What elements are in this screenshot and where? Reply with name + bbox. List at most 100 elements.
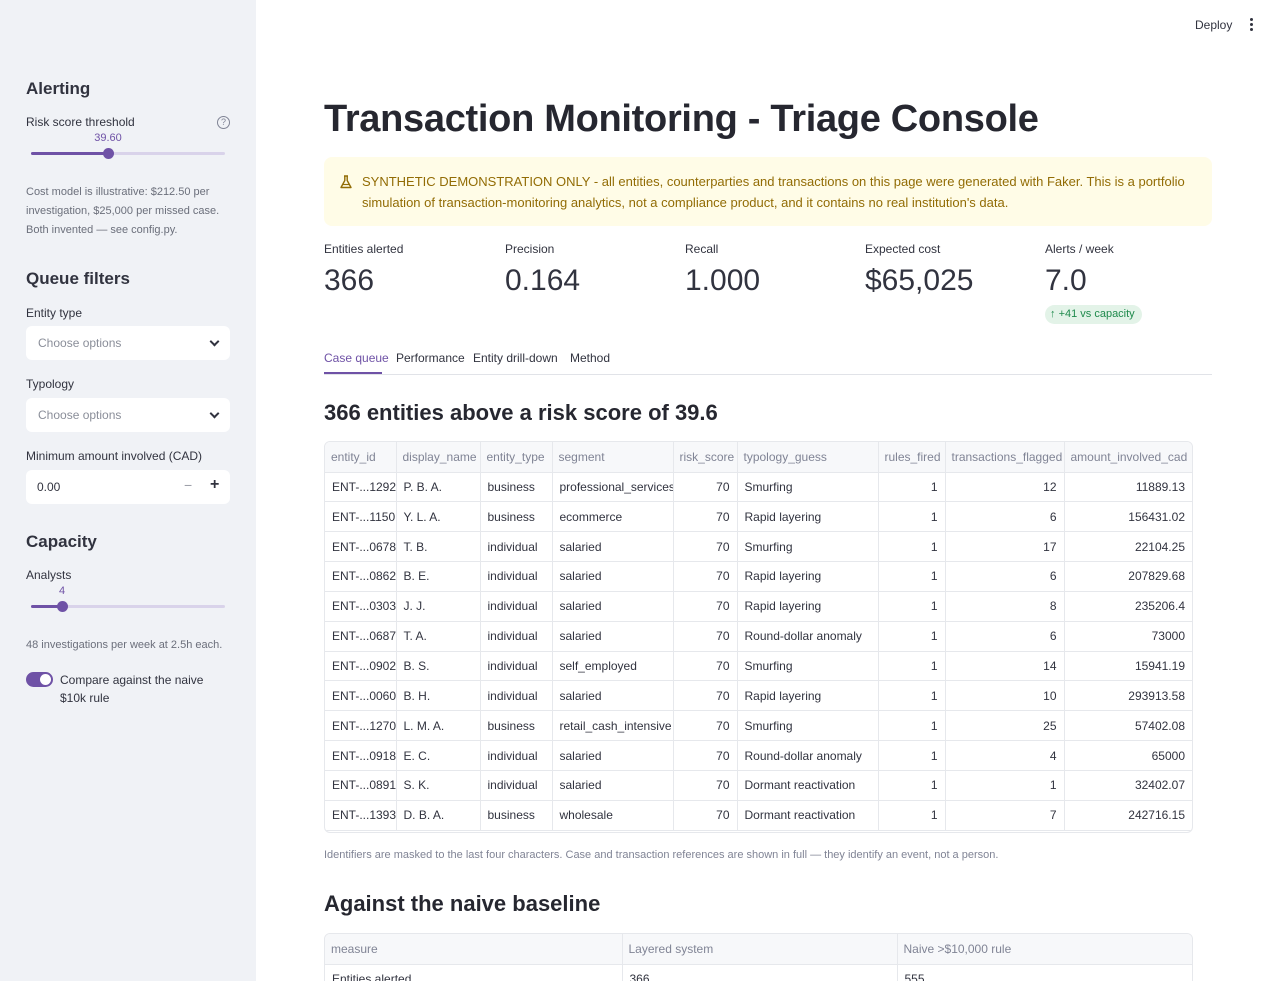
table-cell: ENT-...0687 (325, 621, 397, 652)
table-cell: 366 (622, 964, 898, 981)
table-row[interactable]: ENT-...0687 T. A. individual salaried 70 Roun… (325, 621, 1192, 652)
threshold-slider-thumb[interactable] (103, 148, 114, 159)
metric-expected-cost: Expected cost $65,025 (865, 242, 973, 298)
table-cell: 1 (878, 680, 946, 712)
table-cell: ENT-...0862 (325, 561, 397, 592)
table-cell: ENT-...0891 (325, 770, 397, 801)
table-cell: individual (480, 680, 553, 712)
table-cell: business (480, 800, 553, 831)
table-cell: business (480, 501, 553, 533)
decrement-button[interactable]: − (184, 477, 193, 493)
table-cell: 17 (945, 531, 1065, 563)
table-cell: 1 (878, 651, 946, 682)
table-row[interactable]: Entities alerted 366 555 (325, 964, 1192, 981)
table-row[interactable]: ENT-...1270 L. M. A. business retail_cash_i… (325, 710, 1192, 742)
column-header-naive-10-000-rule[interactable]: Naive >$10,000 rule (897, 934, 1192, 965)
table-cell: L. M. A. (396, 710, 481, 742)
toggle-knob (40, 674, 51, 685)
entity-type-label: Entity type (26, 306, 83, 320)
table-cell: ENT-...1270 (325, 710, 397, 742)
entity-type-placeholder: Choose options (38, 336, 122, 350)
analysts-slider-fill (31, 605, 62, 608)
column-header-rules-fired[interactable]: rules_fired (878, 442, 946, 473)
table-row[interactable]: ENT-...0902 B. S. individual self_employed 7… (325, 651, 1192, 682)
table-cell: Smurfing (737, 710, 879, 742)
typology-select[interactable]: Choose options (26, 398, 230, 432)
table-cell: ENT-...1393 (325, 800, 397, 831)
table-cell: ecommerce (552, 501, 674, 533)
tab-case-queue[interactable]: Case queue (324, 351, 389, 365)
tab-entity-drill-down[interactable]: Entity drill-down (473, 351, 558, 365)
table-cell: 4 (945, 740, 1065, 771)
table-cell: salaried (552, 740, 674, 771)
table-row[interactable]: ENT-...0060 B. H. individual salaried 70 Rapi… (325, 680, 1192, 712)
threshold-label: Risk score threshold (26, 115, 135, 129)
analysts-slider[interactable] (31, 601, 225, 612)
metric-value: $65,025 (865, 264, 974, 297)
table-cell: 14 (945, 651, 1065, 682)
min-amount-value[interactable]: 0.00 (37, 480, 61, 494)
min-amount-input[interactable]: 0.00 − + (26, 470, 230, 504)
table-cell: 235206.4 (1064, 591, 1192, 622)
table-cell: 6 (945, 621, 1065, 652)
table-cell: 1 (878, 800, 946, 831)
column-header-segment[interactable]: segment (552, 442, 674, 473)
column-header-measure[interactable]: measure (325, 934, 623, 965)
compare-toggle-label[interactable]: Compare against the naive $10k rule (60, 673, 204, 705)
entity-type-select[interactable]: Choose options (26, 326, 230, 360)
table-cell: Smurfing (737, 651, 879, 682)
table-cell: 70 (673, 621, 738, 652)
table-cell: 1 (878, 501, 946, 533)
column-header-risk-score[interactable]: risk_score (673, 442, 738, 473)
increment-button[interactable]: + (210, 476, 220, 493)
table-cell: 73000 (1064, 621, 1192, 652)
arrow-up-icon: ↑ (1050, 308, 1059, 320)
analysts-slider-thumb[interactable] (57, 601, 68, 612)
table-cell: salaried (552, 591, 674, 622)
case-queue-table[interactable]: entity_id display_name entity_type segment r… (324, 441, 1193, 833)
masking-caption: Identifiers are masked to the last four … (324, 849, 999, 861)
column-header-display-name[interactable]: display_name (396, 442, 481, 473)
more-menu-icon[interactable] (1250, 18, 1254, 33)
table-cell: 32402.07 (1064, 770, 1192, 801)
metric-label: Alerts / week (1045, 242, 1114, 256)
table-cell: 70 (673, 501, 738, 533)
deploy-button[interactable]: Deploy (1195, 18, 1233, 32)
tab-performance[interactable]: Performance (396, 351, 465, 365)
table-cell: salaried (552, 531, 674, 563)
threshold-slider[interactable] (31, 148, 225, 159)
table-row[interactable]: ENT-...0303 J. J. individual salaried 70 Rapi… (325, 591, 1192, 622)
table-row[interactable]: ENT-...0678 T. B. individual salaried 70 Smur… (325, 531, 1192, 563)
tab-method[interactable]: Method (570, 351, 611, 365)
table-cell: 70 (673, 561, 738, 592)
table-cell: 7 (945, 800, 1065, 831)
baseline-table[interactable]: measure Layered system Naive >$10,000 rule… (324, 933, 1193, 981)
table-cell: 70 (673, 770, 738, 801)
table-cell: individual (480, 591, 553, 622)
column-header-transactions-flagged[interactable]: transactions_flagged (945, 442, 1065, 473)
table-cell: professional_services (552, 472, 674, 503)
metric-alerts-per-week: Alerts / week 7.0 (1045, 242, 1114, 298)
table-row[interactable]: ENT-...1150 Y. L. A. business ecommerce 70 Ra… (325, 501, 1192, 533)
table-row[interactable]: ENT-...1292 P. B. A. business professional_… (325, 472, 1192, 503)
threshold-value: 39.60 (94, 132, 122, 144)
table-row[interactable]: ENT-...0891 S. K. individual salaried 70 Dorm… (325, 770, 1192, 801)
table-row[interactable]: ENT-...1393 D. B. A. business wholesale 70 Do… (325, 800, 1192, 831)
metric-recall: Recall 1.000 (685, 242, 760, 298)
column-header-amount-involved-cad[interactable]: amount_involved_cad (1064, 442, 1192, 473)
column-header-entity-type[interactable]: entity_type (480, 442, 553, 473)
table-cell: B. E. (396, 561, 481, 592)
table-row[interactable]: ENT-...0918 E. C. individual salaried 70 Roun… (325, 740, 1192, 771)
table-cell: individual (480, 531, 553, 563)
table-cell: retail_cash_intensive (552, 710, 674, 742)
table-cell: 70 (673, 472, 738, 503)
table-row[interactable]: ENT-...0862 B. E. individual salaried 70 Rapi… (325, 561, 1192, 592)
column-header-layered-system[interactable]: Layered system (622, 934, 898, 965)
table-cell: salaried (552, 621, 674, 652)
table-cell: Round-dollar anomaly (737, 621, 879, 652)
table-cell: 70 (673, 800, 738, 831)
column-header-entity-id[interactable]: entity_id (325, 442, 397, 473)
compare-toggle[interactable] (26, 672, 53, 687)
column-header-typology-guess[interactable]: typology_guess (737, 442, 879, 473)
help-icon[interactable]: ? (217, 116, 230, 129)
